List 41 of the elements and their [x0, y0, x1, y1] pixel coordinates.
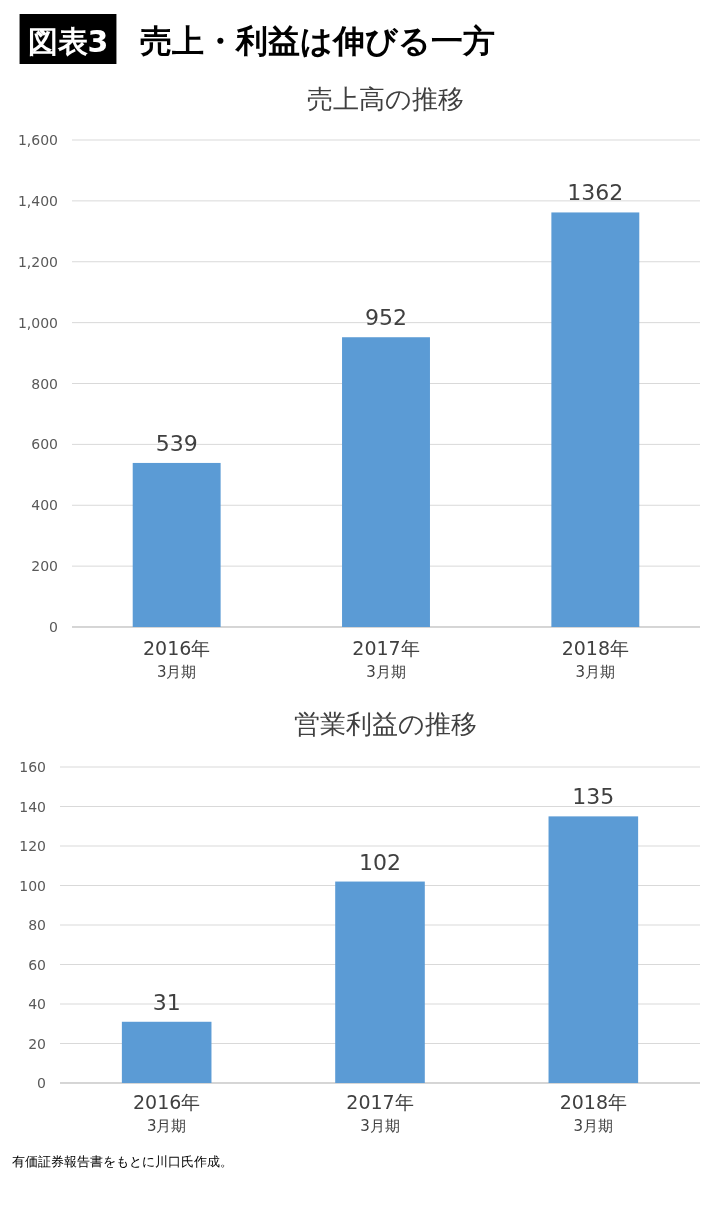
chart-title: 営業利益の推移 — [293, 709, 477, 739]
y-tick-label: 0 — [49, 619, 58, 635]
data-label: 135 — [572, 784, 615, 810]
y-tick-label: 1,600 — [17, 132, 58, 148]
x-tick-label: 2016年 3月期 — [142, 637, 211, 681]
y-tick-label: 60 — [28, 956, 46, 973]
bar — [548, 816, 639, 1083]
y-tick-label: 400 — [31, 497, 58, 514]
bar — [551, 212, 640, 627]
y-tick-label: 0 — [37, 1075, 46, 1091]
data-label: 539 — [155, 430, 198, 456]
x-tick-label: 2018年 3月期 — [559, 1091, 628, 1135]
data-label: 952 — [365, 305, 407, 331]
bar — [342, 337, 430, 627]
y-tick-label: 1,000 — [17, 314, 58, 331]
y-tick-label: 600 — [31, 436, 58, 453]
y-tick-label: 100 — [19, 877, 46, 894]
x-tick-label: 2017年 3月期 — [346, 1091, 414, 1135]
x-tick-label: 2016年 3月期 — [132, 1091, 201, 1135]
text: 売上・利益は伸びる一方 — [140, 22, 495, 60]
data-label: 1362 — [567, 180, 624, 206]
y-tick-label: 1,400 — [17, 192, 58, 209]
bar — [335, 881, 425, 1083]
bar — [132, 462, 221, 627]
chart-title: 売上高の推移 — [306, 84, 464, 114]
data-label: 31 — [152, 989, 181, 1015]
data-label: 102 — [359, 849, 401, 875]
y-tick-label: 120 — [19, 838, 46, 854]
y-tick-label: 20 — [28, 1035, 46, 1052]
text: 図表3 — [27, 24, 109, 59]
x-tick-label: 2018年 3月期 — [561, 637, 630, 681]
y-tick-label: 200 — [31, 558, 58, 575]
bar — [121, 1021, 212, 1083]
y-tick-label: 40 — [28, 996, 46, 1012]
text: 有価証券報告書をもとに川口氏作成。 — [12, 1154, 233, 1169]
y-tick-label: 800 — [31, 375, 58, 392]
x-tick-label: 2017年 3月期 — [352, 637, 420, 681]
y-tick-label: 80 — [28, 917, 46, 933]
y-tick-label: 160 — [19, 759, 46, 775]
y-tick-label: 140 — [19, 798, 46, 815]
y-tick-label: 1,200 — [17, 253, 58, 270]
